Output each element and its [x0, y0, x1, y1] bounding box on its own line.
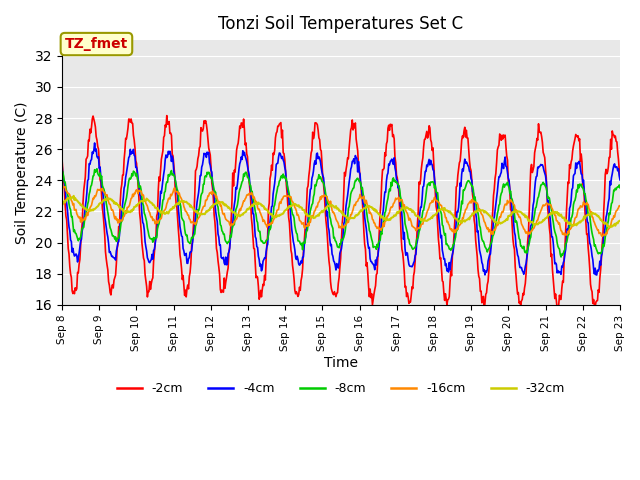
-16cm: [58, 187, 66, 193]
Title: Tonzi Soil Temperatures Set C: Tonzi Soil Temperatures Set C: [218, 15, 463, 33]
-2cm: [125, 117, 133, 122]
X-axis label: Time: Time: [324, 356, 358, 371]
-8cm: [557, 254, 565, 260]
-32cm: [183, 200, 191, 205]
-8cm: [68, 214, 76, 219]
-32cm: [68, 195, 76, 201]
-4cm: [127, 146, 134, 152]
-16cm: [212, 193, 220, 199]
-8cm: [127, 176, 134, 182]
-4cm: [616, 177, 624, 183]
-4cm: [58, 161, 66, 167]
-2cm: [183, 286, 191, 292]
-4cm: [410, 260, 417, 266]
-32cm: [70, 193, 77, 199]
-8cm: [426, 182, 434, 188]
-2cm: [481, 309, 488, 314]
-2cm: [616, 175, 624, 181]
-2cm: [410, 273, 417, 279]
Legend: -2cm, -4cm, -8cm, -16cm, -32cm: -2cm, -4cm, -8cm, -16cm, -32cm: [112, 377, 570, 400]
Y-axis label: Soil Temperature (C): Soil Temperature (C): [15, 101, 29, 244]
-2cm: [426, 125, 434, 131]
-32cm: [58, 202, 66, 208]
Line: -16cm: -16cm: [62, 187, 620, 236]
-8cm: [58, 168, 66, 174]
-4cm: [593, 272, 600, 278]
-4cm: [212, 214, 220, 220]
-4cm: [68, 249, 76, 255]
-8cm: [616, 185, 624, 191]
-8cm: [410, 246, 417, 252]
-32cm: [616, 218, 624, 224]
-16cm: [61, 184, 69, 190]
Line: -8cm: -8cm: [62, 169, 620, 257]
-2cm: [163, 113, 171, 119]
-16cm: [127, 199, 134, 204]
-8cm: [183, 232, 191, 238]
-8cm: [93, 166, 100, 172]
-16cm: [598, 233, 606, 239]
-2cm: [212, 246, 220, 252]
-16cm: [183, 210, 191, 216]
-4cm: [426, 162, 434, 168]
Line: -32cm: -32cm: [62, 196, 620, 227]
-32cm: [127, 209, 134, 215]
-4cm: [91, 140, 99, 146]
-32cm: [426, 216, 434, 222]
-8cm: [212, 200, 220, 205]
-2cm: [68, 288, 76, 294]
-16cm: [616, 203, 624, 209]
-32cm: [212, 201, 220, 206]
-16cm: [69, 202, 77, 208]
Text: TZ_fmet: TZ_fmet: [65, 37, 128, 51]
-32cm: [607, 224, 614, 230]
-4cm: [183, 260, 191, 266]
-16cm: [410, 225, 417, 230]
Line: -2cm: -2cm: [62, 116, 620, 312]
-2cm: [58, 156, 66, 162]
-32cm: [410, 209, 417, 215]
Line: -4cm: -4cm: [62, 143, 620, 275]
-16cm: [426, 201, 434, 206]
